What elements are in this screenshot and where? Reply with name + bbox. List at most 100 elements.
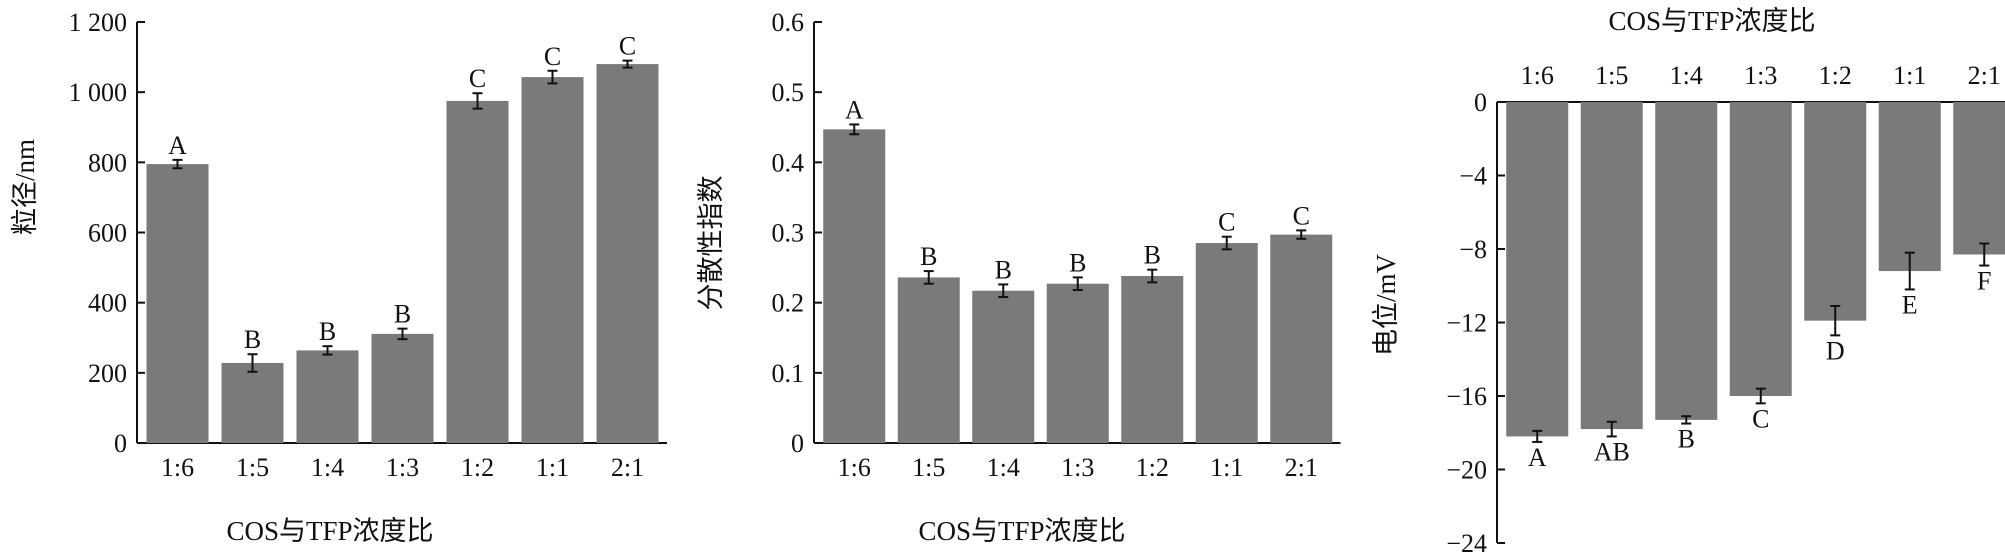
chart-0-y-tick-label: 200	[88, 359, 127, 388]
chart-0-x-tick-label: 2:1	[611, 453, 644, 482]
chart-0-y-tick-label: 400	[88, 289, 127, 318]
chart-0-y-tick-label: 1 000	[69, 78, 128, 107]
chart-1-x-tick-label: 1:3	[1061, 453, 1094, 482]
chart-1-error-bar	[1296, 229, 1307, 240]
chart-1-error-bar	[1072, 276, 1083, 292]
chart-0-x-tick-label: 1:4	[311, 453, 344, 482]
chart-2-x-tick-label: 2:1	[1968, 61, 2001, 90]
chart-0-y-tick-label: 600	[88, 219, 127, 248]
chart-0-x-tick-label: 1:1	[536, 453, 569, 482]
chart-1-significance-letter: B	[920, 242, 937, 271]
chart-0-x-tick-label: 1:2	[461, 453, 494, 482]
chart-2-error-bar	[1830, 304, 1841, 337]
chart-2-y-tick-label: −16	[1446, 382, 1487, 411]
chart-dispersity-index: 分散性指数 COS与TFP浓度比 0 0.1 0.2 0.3 0.4 0.5 0.6 1:6 A…	[696, 8, 1341, 546]
chart-2-bar	[1580, 102, 1643, 430]
chart-1-bar	[823, 129, 886, 444]
chart-2-y-tick-label: −8	[1459, 235, 1487, 264]
chart-2-error-bar	[1606, 420, 1617, 438]
chart-2-y-tick-label: −4	[1459, 162, 1487, 191]
chart-1-bar	[1195, 243, 1258, 443]
chart-0-significance-letter: B	[244, 325, 261, 354]
chart-1-significance-letter: A	[845, 95, 864, 124]
chart-0-bar	[221, 363, 284, 443]
chart-0-bar	[371, 333, 434, 443]
chart-0-error-bar	[472, 92, 483, 110]
chart-2-y-tick-label: −20	[1446, 456, 1487, 485]
chart-2-significance-letter: A	[1528, 443, 1547, 472]
chart-particle-size: 粒径/nm COS与TFP浓度比 0 200 400 600 800 1 000 1 200…	[10, 8, 667, 546]
chart-0-bar	[446, 100, 509, 443]
chart-2-x-tick-label: 1:6	[1521, 61, 1554, 90]
chart-2-ylabel: 电位/mV	[1371, 254, 1401, 357]
chart-0-y-tick-label: 1 200	[69, 8, 128, 37]
chart-2-x-tick-label: 1:3	[1744, 61, 1777, 90]
chart-2-significance-letter: B	[1678, 425, 1695, 454]
chart-2-bar	[1506, 102, 1569, 437]
chart-1-significance-letter: B	[995, 255, 1012, 284]
chart-2-x-tick-label: 1:5	[1595, 61, 1628, 90]
chart-2-error-bar	[1904, 251, 1915, 291]
chart-0-y-tick-label: 800	[88, 148, 127, 177]
chart-2-xlabel: COS与TFP浓度比	[1608, 6, 1815, 36]
chart-1-bar	[972, 290, 1035, 443]
chart-1-x-tick-label: 1:1	[1210, 453, 1243, 482]
chart-0-x-tick-label: 1:3	[386, 453, 419, 482]
chart-2-bar	[1953, 102, 2005, 255]
chart-0-x-tick-label: 1:6	[161, 453, 194, 482]
chart-2-bar	[1878, 102, 1941, 272]
chart-2-significance-letter: C	[1752, 404, 1769, 433]
chart-0-significance-letter: A	[168, 131, 187, 160]
chart-1-x-tick-label: 1:5	[912, 453, 945, 482]
chart-0-x-tick-label: 1:5	[236, 453, 269, 482]
chart-2-error-bar	[1979, 242, 1990, 267]
chart-2-significance-letter: D	[1826, 336, 1845, 365]
chart-2-error-bar	[1755, 387, 1766, 405]
chart-1-bar	[897, 277, 960, 443]
chart-0-significance-letter: C	[544, 42, 561, 71]
chart-1-y-tick-label: 0.1	[772, 359, 805, 388]
chart-0-significance-letter: C	[469, 64, 486, 93]
chart-1-y-tick-label: 0.2	[772, 289, 805, 318]
chart-1-x-tick-label: 1:4	[987, 453, 1020, 482]
chart-0-bar	[296, 350, 359, 443]
chart-2-significance-letter: E	[1902, 290, 1918, 319]
chart-0-xlabel: COS与TFP浓度比	[226, 516, 433, 546]
chart-1-y-tick-label: 0	[791, 429, 804, 458]
chart-0-error-bar	[622, 59, 633, 69]
chart-2-significance-letter: AB	[1594, 437, 1630, 466]
chart-0-error-bar	[247, 353, 258, 373]
chart-1-y-tick-label: 0.6	[772, 8, 805, 37]
chart-1-error-bar	[923, 270, 934, 285]
chart-0-error-bar	[322, 345, 333, 356]
chart-0-significance-letter: B	[319, 317, 336, 346]
chart-1-error-bar	[849, 123, 860, 136]
chart-0-error-bar	[172, 158, 183, 170]
chart-2-error-bar	[1532, 429, 1543, 443]
chart-0-significance-letter: B	[394, 300, 411, 329]
chart-1-x-tick-label: 1:2	[1136, 453, 1169, 482]
chart-0-significance-letter: C	[619, 32, 636, 61]
chart-1-y-tick-label: 0.3	[772, 219, 805, 248]
chart-2-y-tick-label: 0	[1474, 88, 1487, 117]
chart-0-y-tick-label: 0	[114, 429, 127, 458]
chart-zeta-potential: 电位/mV COS与TFP浓度比 0 −4 −8 −12 −16 −20 −24 1:6 A 1:…	[1371, 6, 2005, 555]
chart-1-significance-letter: C	[1293, 201, 1310, 230]
chart-1-bar	[1121, 276, 1184, 443]
chart-1-y-tick-label: 0.5	[772, 78, 805, 107]
chart-1-x-tick-label: 1:6	[838, 453, 871, 482]
chart-2-y-tick-label: −12	[1446, 309, 1487, 338]
chart-0-bar	[146, 164, 209, 443]
chart-1-error-bar	[998, 283, 1009, 299]
chart-1-error-bar	[1147, 268, 1158, 284]
chart-2-error-bar	[1681, 415, 1692, 425]
chart-1-ylabel: 分散性指数	[696, 176, 726, 311]
chart-0-bar	[596, 64, 659, 443]
chart-2-bar	[1729, 102, 1792, 396]
chart-1-xlabel: COS与TFP浓度比	[918, 516, 1125, 546]
chart-2-y-tick-label: −24	[1446, 529, 1487, 555]
chart-1-significance-letter: B	[1144, 241, 1161, 270]
chart-1-error-bar	[1221, 235, 1232, 251]
chart-0-error-bar	[397, 327, 408, 341]
chart-1-significance-letter: C	[1218, 208, 1235, 237]
